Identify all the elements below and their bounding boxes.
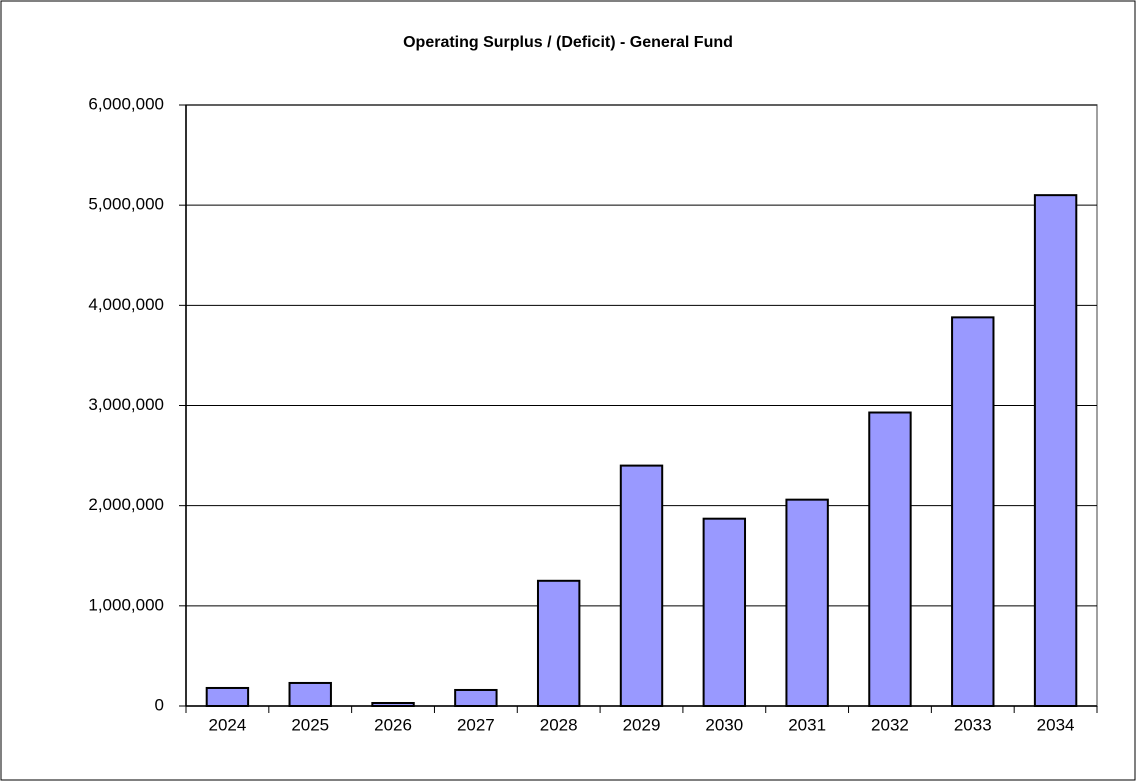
chart-title: Operating Surplus / (Deficit) - General … xyxy=(403,34,733,51)
x-tick-label: 2030 xyxy=(705,715,743,734)
y-tick-label: 1,000,000 xyxy=(88,595,164,614)
x-tick-label: 2024 xyxy=(208,715,246,734)
x-tick-label: 2028 xyxy=(540,715,578,734)
y-tick-label: 2,000,000 xyxy=(88,495,164,514)
bar xyxy=(1033,194,1078,707)
x-tick-label: 2027 xyxy=(457,715,495,734)
x-tick-label: 2033 xyxy=(954,715,992,734)
y-tick-label: 0 xyxy=(155,695,164,714)
x-tick-label: 2026 xyxy=(374,715,412,734)
x-tick-label: 2025 xyxy=(291,715,329,734)
x-tick-label: 2031 xyxy=(788,715,826,734)
bar xyxy=(868,411,912,707)
y-tick-label: 6,000,000 xyxy=(88,94,164,113)
bar xyxy=(785,498,829,708)
x-tick-label: 2029 xyxy=(623,715,661,734)
bar xyxy=(454,688,498,707)
bar xyxy=(619,464,664,707)
bar xyxy=(205,686,250,707)
x-tick-label: 2034 xyxy=(1037,715,1075,734)
bar xyxy=(702,517,747,708)
y-tick-label: 5,000,000 xyxy=(88,195,164,214)
y-tick-label: 3,000,000 xyxy=(88,395,164,414)
x-tick-label: 2032 xyxy=(871,715,909,734)
bar xyxy=(536,579,581,708)
y-tick-label: 4,000,000 xyxy=(88,295,164,314)
bar xyxy=(288,681,332,708)
bar xyxy=(951,316,995,707)
